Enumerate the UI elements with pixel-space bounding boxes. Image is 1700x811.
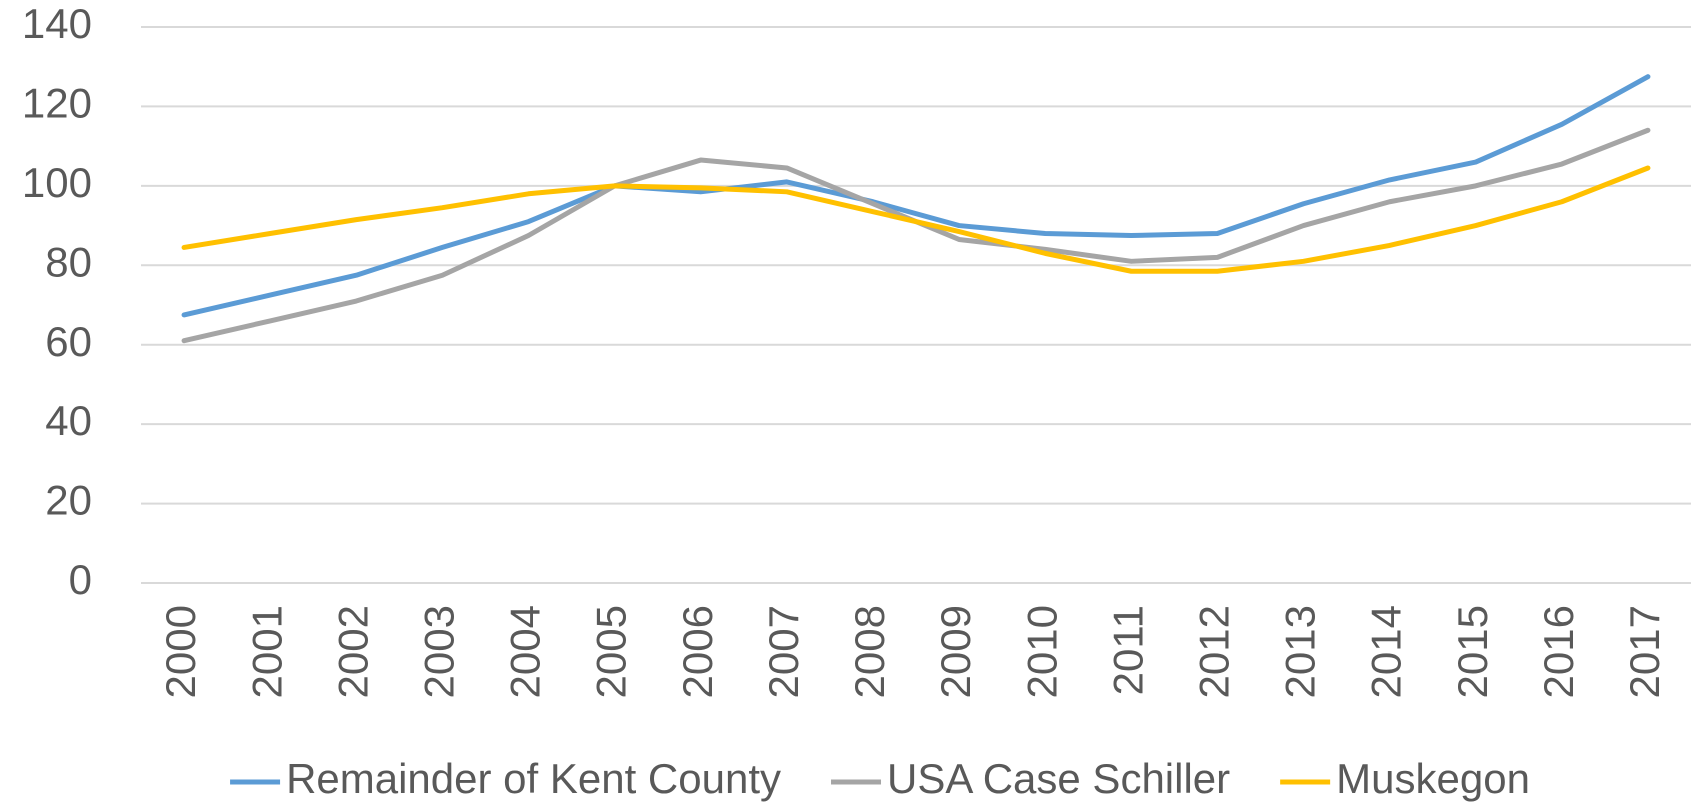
x-tick-label: 2001 (243, 605, 290, 698)
y-tick-label: 140 (22, 0, 92, 47)
legend-label: Remainder of Kent County (286, 755, 781, 802)
y-tick-label: 40 (45, 397, 92, 444)
x-tick-label: 2014 (1363, 605, 1410, 698)
x-tick-label: 2016 (1535, 605, 1582, 698)
x-tick-label: 2005 (588, 605, 635, 698)
legend-label: USA Case Schiller (887, 755, 1230, 802)
x-tick-label: 2008 (846, 605, 893, 698)
x-tick-label: 2011 (1104, 605, 1151, 695)
series-line (181, 74, 1651, 318)
x-tick-label: 2004 (502, 605, 549, 698)
x-tick-label: 2002 (329, 605, 376, 698)
x-tick-label: 2009 (932, 605, 979, 698)
series-line (181, 165, 1651, 274)
y-tick-label: 80 (45, 238, 92, 285)
y-tick-label: 120 (22, 80, 92, 127)
legend: Remainder of Kent County USA Case Schille… (230, 755, 1530, 802)
x-tick-label: 2012 (1190, 605, 1237, 698)
y-tick-label: 20 (45, 477, 92, 524)
x-tick-label: 2006 (674, 605, 721, 698)
x-tick-label: 2015 (1449, 605, 1496, 698)
x-tick-label: 2017 (1621, 605, 1668, 698)
x-tick-label: 2013 (1277, 605, 1324, 698)
y-tick-label: 0 (69, 556, 92, 603)
y-tick-label: 100 (22, 159, 92, 206)
x-tick-label: 2000 (157, 605, 204, 698)
legend-label: Muskegon (1336, 755, 1530, 802)
y-tick-label: 60 (45, 318, 92, 365)
x-tick-label: 2003 (415, 605, 462, 698)
x-tick-label: 2010 (1018, 605, 1065, 698)
x-tick-label: 2007 (760, 605, 807, 698)
